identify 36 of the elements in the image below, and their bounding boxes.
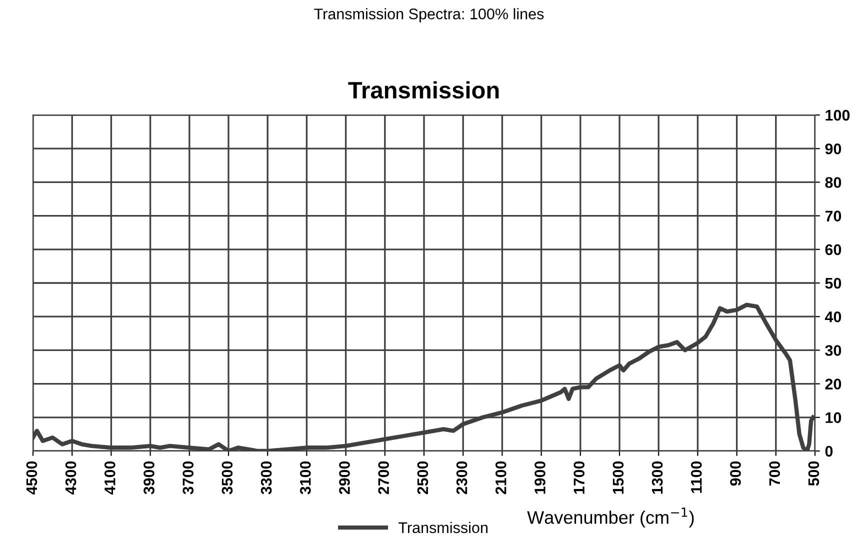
x-tick-label: 1300 bbox=[652, 461, 663, 494]
x-tick-label: 1700 bbox=[574, 461, 584, 494]
x-tick-label: 2100 bbox=[495, 461, 506, 494]
x-tick-label: 3700 bbox=[182, 461, 194, 494]
y-tick-label: 80 bbox=[825, 177, 842, 188]
y-tick-label: 50 bbox=[825, 278, 842, 289]
y-tick-label: 30 bbox=[825, 345, 842, 356]
y-tick-label: 0 bbox=[825, 446, 833, 457]
x-tick-label: 500 bbox=[808, 461, 820, 486]
x-tick-label: 4100 bbox=[104, 461, 116, 494]
y-tick-label: 100 bbox=[826, 110, 850, 121]
x-tick-label: 2500 bbox=[417, 461, 428, 494]
x-axis-title: Wavenumber (cm$^{−1}$) bbox=[527, 508, 694, 528]
legend-label: Transmission bbox=[398, 522, 488, 534]
y-tick-label: 70 bbox=[825, 210, 842, 222]
x-tick-label: 2900 bbox=[339, 461, 350, 494]
x-tick-label: 2700 bbox=[378, 461, 389, 494]
y-tick-label: 10 bbox=[826, 412, 842, 424]
chart-title: Transmission bbox=[348, 81, 499, 99]
x-tick-label: 4500 bbox=[26, 461, 38, 494]
x-tick-label: 4300 bbox=[65, 461, 76, 494]
chart-subtitle: Transmission Spectra: 100% lines bbox=[314, 8, 544, 22]
x-tick-label: 3500 bbox=[222, 461, 233, 494]
y-tick-label: 90 bbox=[825, 143, 842, 154]
x-tick-label: 1500 bbox=[612, 461, 624, 494]
x-tick-label: 3300 bbox=[260, 461, 272, 494]
x-tick-label: 900 bbox=[730, 461, 741, 486]
x-tick-label: 1100 bbox=[690, 461, 702, 493]
y-tick-label: 60 bbox=[825, 244, 842, 256]
x-tick-label: 700 bbox=[769, 461, 780, 486]
x-tick-label: 2300 bbox=[456, 461, 468, 494]
y-tick-label: 40 bbox=[824, 311, 842, 322]
x-tick-label: 1900 bbox=[534, 461, 546, 494]
x-tick-label: 3100 bbox=[300, 461, 311, 494]
x-tick-label: 3900 bbox=[144, 461, 154, 494]
y-tick-label: 20 bbox=[825, 378, 842, 390]
